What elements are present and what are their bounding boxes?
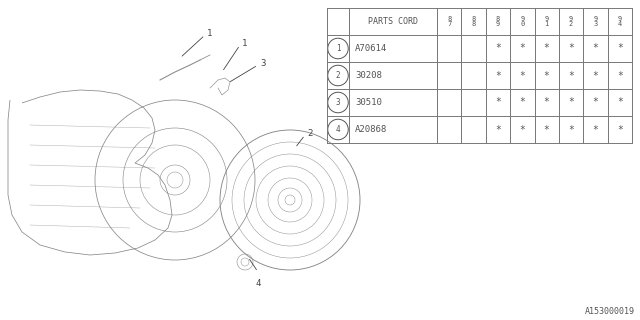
Text: A20868: A20868 [355,125,387,134]
Text: *: * [617,98,623,108]
Text: *: * [568,98,574,108]
Text: *: * [495,98,501,108]
Text: A153000019: A153000019 [585,307,635,316]
Text: 8
8: 8 8 [472,16,476,27]
Text: 4: 4 [336,125,340,134]
Text: *: * [544,124,550,134]
Text: 9
1: 9 1 [545,16,549,27]
Text: 9
0: 9 0 [520,16,524,27]
Text: *: * [593,70,598,81]
Text: *: * [520,44,525,53]
Text: *: * [617,44,623,53]
Text: *: * [544,98,550,108]
Text: *: * [617,124,623,134]
Text: *: * [520,124,525,134]
Text: *: * [544,70,550,81]
Text: *: * [520,70,525,81]
Text: *: * [593,98,598,108]
Text: 9
3: 9 3 [593,16,598,27]
Text: *: * [495,70,501,81]
Text: 9
4: 9 4 [618,16,622,27]
Text: 3: 3 [260,59,266,68]
Text: 1: 1 [207,28,212,37]
Text: *: * [495,124,501,134]
Text: *: * [520,98,525,108]
Text: *: * [593,44,598,53]
Text: 9
2: 9 2 [569,16,573,27]
Text: 2: 2 [336,71,340,80]
Text: *: * [495,44,501,53]
Text: 8
9: 8 9 [496,16,500,27]
Text: *: * [617,70,623,81]
Text: A70614: A70614 [355,44,387,53]
Text: *: * [568,44,574,53]
Text: 3: 3 [336,98,340,107]
Text: 30208: 30208 [355,71,382,80]
Text: *: * [568,70,574,81]
Text: 2: 2 [307,129,312,138]
Text: 30510: 30510 [355,98,382,107]
Text: 1: 1 [242,38,248,47]
Text: PARTS CORD: PARTS CORD [368,17,418,26]
Text: *: * [544,44,550,53]
Text: *: * [593,124,598,134]
Text: 8
7: 8 7 [447,16,451,27]
Text: *: * [568,124,574,134]
Text: 4: 4 [255,278,260,287]
Text: 1: 1 [336,44,340,53]
